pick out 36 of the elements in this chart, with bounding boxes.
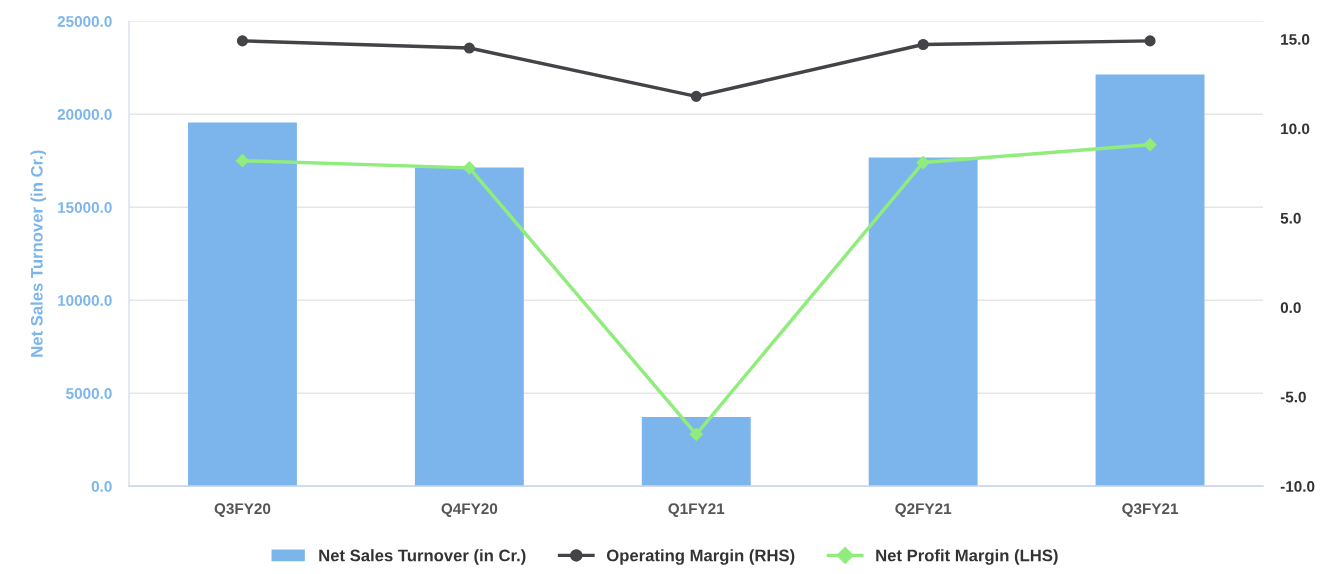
y2-tick-label: 5.0: [1280, 212, 1301, 224]
legend-label: Net Profit Margin (LHS): [876, 549, 1058, 565]
bar: [1095, 74, 1205, 487]
y-tick-label: 5000.0: [66, 388, 112, 399]
point: [917, 38, 929, 51]
point: [690, 90, 702, 102]
point: [1143, 138, 1157, 152]
point: [689, 427, 703, 441]
y-tick-label: 20000.0: [57, 109, 112, 120]
bar: [414, 167, 524, 487]
point: [235, 154, 250, 168]
bar: [188, 122, 297, 487]
point: [236, 35, 249, 47]
legend-label: Operating Margin (RHS): [606, 549, 795, 565]
x-tick-label: Q3FY21: [1122, 503, 1179, 517]
point: [462, 161, 476, 175]
y-tick-label: 25000.0: [57, 16, 112, 27]
y2-tick-label: -10.0: [1280, 481, 1315, 492]
y2-tick-label: -5.0: [1280, 391, 1306, 403]
bar: [641, 416, 751, 487]
y-axis-title: Net Sales Turnover (in Cr.): [30, 150, 47, 357]
x-tick-label: Q3FY20: [214, 503, 271, 517]
point: [463, 42, 475, 54]
y-tick-label: 15000.0: [58, 202, 112, 213]
point: [1144, 35, 1156, 47]
point: [916, 155, 930, 170]
legend-label: Net Sales Turnover (in Cr.): [319, 549, 526, 565]
y2-tick-label: 10.0: [1281, 123, 1310, 135]
x-tick-label: Q2FY21: [895, 503, 952, 517]
y-tick-label: 10000.0: [58, 295, 112, 306]
y2-tick-label: 15.0: [1281, 33, 1310, 45]
y-tick-label: 0.0: [91, 481, 112, 492]
x-tick-label: Q4FY20: [441, 503, 498, 517]
bar: [868, 157, 978, 487]
x-tick-label: Q1FY21: [668, 503, 725, 517]
y2-tick-label: 0.0: [1280, 302, 1301, 314]
